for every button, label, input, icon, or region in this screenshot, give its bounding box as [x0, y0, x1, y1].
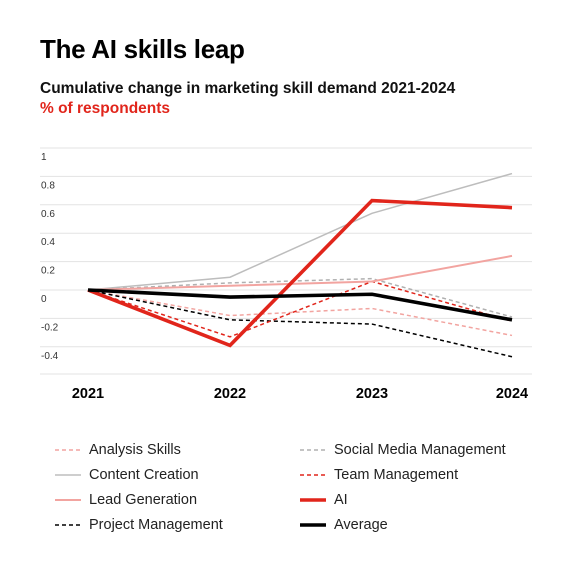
legend-item: Content Creation — [55, 465, 199, 485]
chart-title: The AI skills leap — [40, 34, 245, 64]
legend-swatch — [300, 498, 326, 502]
legend-swatch — [300, 523, 326, 527]
legend-swatch — [300, 474, 326, 476]
chart-subtitle: Cumulative change in marketing skill dem… — [40, 80, 456, 97]
x-tick-label: 2022 — [214, 386, 246, 402]
x-tick-label: 2023 — [356, 386, 388, 402]
line-chart: 1 0.8 0.6 0.4 0.2 0 -0.2 -0.4 2021 2022 2023 2024 — [40, 147, 532, 402]
legend-label: Team Management — [334, 467, 459, 483]
y-tick-label: 1 — [41, 152, 47, 163]
y-tick-label: 0.8 — [41, 180, 55, 191]
legend-label: Project Management — [89, 517, 223, 533]
legend-swatch — [55, 449, 81, 451]
y-tick-label: 0.6 — [41, 209, 55, 220]
legend-label: Social Media Management — [334, 442, 506, 458]
y-tick-label: -0.4 — [41, 351, 59, 362]
legend-label: AI — [334, 492, 348, 508]
legend-item: Lead Generation — [55, 490, 197, 510]
series-line-analysis-skills — [87, 289, 513, 337]
legend-label: Content Creation — [89, 467, 199, 483]
series-line-content-creation — [87, 172, 513, 291]
series-line-ai — [87, 198, 513, 348]
y-tick-label: 0.4 — [41, 237, 55, 248]
y-tick-label: 0 — [41, 294, 47, 305]
legend-item: Team Management — [300, 465, 458, 485]
legend-item: Average — [300, 515, 388, 535]
series-line-project-management — [87, 289, 513, 358]
legend-swatch — [300, 449, 326, 451]
series-line-average — [87, 288, 513, 322]
x-tick-label: 2021 — [72, 386, 104, 402]
legend-label: Average — [334, 517, 388, 533]
legend-swatch — [55, 524, 81, 526]
y-tick-label: 0.2 — [41, 266, 55, 277]
y-tick-label: -0.2 — [41, 322, 59, 333]
series-line-team-management — [87, 280, 513, 338]
legend-item: Project Management — [55, 515, 223, 535]
unit-label: % of respondents — [40, 100, 171, 117]
series-line-social-media-management — [87, 277, 513, 318]
legend-label: Analysis Skills — [89, 442, 181, 458]
legend-swatch — [55, 474, 81, 476]
legend-item: Social Media Management — [300, 440, 506, 460]
legend-label: Lead Generation — [89, 492, 198, 508]
x-tick-label: 2024 — [496, 386, 528, 402]
legend-swatch — [55, 499, 81, 501]
legend: Analysis Skills Content Creation Lead Gene… — [55, 440, 535, 540]
legend-item: Analysis Skills — [55, 440, 181, 460]
series-line-lead-generation — [87, 254, 513, 291]
legend-item: AI — [300, 490, 348, 510]
